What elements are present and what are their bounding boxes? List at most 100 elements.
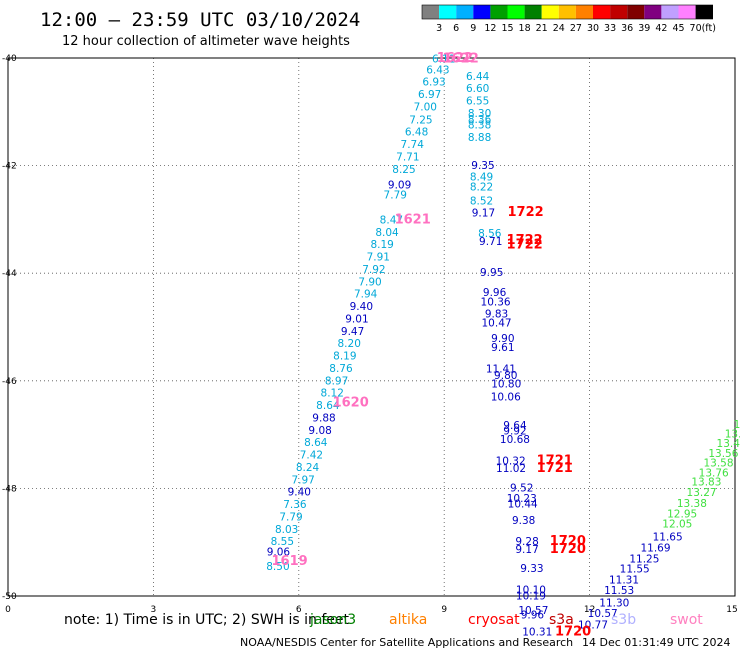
wave-height-label: 7.79 bbox=[279, 511, 302, 523]
track-time-label: 1720 bbox=[550, 542, 586, 557]
wave-height-label: 9.92 bbox=[503, 425, 526, 437]
wave-height-label: 9.96 bbox=[521, 609, 545, 621]
color-scale-tick-label: 12 bbox=[484, 23, 496, 34]
wave-height-label: 11.30 bbox=[599, 597, 629, 609]
color-swatch bbox=[661, 5, 679, 19]
satellite-legend-s3a: s3a bbox=[549, 612, 574, 628]
wave-height-label: 11.53 bbox=[604, 585, 634, 597]
color-swatch bbox=[575, 5, 593, 19]
wave-height-label: 9.09 bbox=[388, 179, 411, 191]
wave-height-label: 8.47 bbox=[380, 214, 403, 226]
wave-height-label: 8.36 bbox=[468, 114, 492, 126]
x-tick-label: 9 bbox=[441, 605, 447, 615]
wave-height-label: 7.92 bbox=[362, 264, 385, 276]
wave-height-label: 6.43 bbox=[426, 64, 449, 76]
wave-height-label: 13.58 bbox=[703, 458, 733, 470]
wave-height-label: 12.95 bbox=[667, 509, 697, 521]
x-tick-label: 3 bbox=[151, 605, 157, 615]
wave-height-label: 11.69 bbox=[640, 543, 670, 555]
wave-height-label: 8.97 bbox=[325, 375, 348, 387]
x-axis-ticks: 0 3 6 9 12 15 bbox=[5, 605, 738, 615]
wave-height-label: 1 bbox=[734, 419, 740, 431]
wave-height-label: 8.22 bbox=[470, 182, 493, 194]
wave-height-label: 8.19 bbox=[370, 239, 393, 251]
wave-height-label: 7.97 bbox=[291, 474, 314, 486]
color-swatch bbox=[610, 5, 628, 19]
wave-height-label: 6.48 bbox=[405, 127, 428, 139]
wave-height-label: 9.38 bbox=[512, 515, 535, 527]
wave-height-label: 8.55 bbox=[271, 536, 294, 548]
color-scale-tick-label: 3 bbox=[436, 23, 442, 34]
wave-height-label: 8.64 bbox=[316, 400, 340, 412]
wave-height-label: 8.76 bbox=[329, 363, 353, 375]
color-scale-tick-label: 9 bbox=[470, 23, 476, 34]
track-time-label: 1619 bbox=[271, 554, 307, 569]
track-time-label: 1722 bbox=[508, 205, 544, 220]
wave-height-label: 10.47 bbox=[482, 318, 512, 330]
wave-height-label: 9.80 bbox=[494, 370, 517, 382]
satellite-legend: jason3 altika cryosat s3a s3b swot bbox=[309, 612, 703, 628]
wave-height-label: 9.08 bbox=[308, 425, 331, 437]
wave-height-label: 9.64 bbox=[503, 420, 527, 432]
wave-height-label: 9.88 bbox=[312, 412, 335, 424]
satellite-legend-swot: swot bbox=[670, 612, 703, 628]
track-time-label: 1622 bbox=[437, 51, 473, 66]
wave-height-label: 10.68 bbox=[500, 434, 530, 446]
track-time-label: 1721 bbox=[537, 453, 573, 468]
color-swatch bbox=[422, 5, 440, 19]
wave-height-label: 7.42 bbox=[300, 450, 323, 462]
color-scale-tick-label: 30 bbox=[587, 23, 599, 34]
wave-height-label: 10.36 bbox=[481, 297, 511, 309]
wave-height-label: 7.36 bbox=[283, 499, 307, 511]
x-tick-label: 12 bbox=[584, 605, 595, 615]
chart-title: 12:00 — 23:59 UTC 03/10/2024 bbox=[40, 9, 360, 31]
grid bbox=[8, 58, 735, 596]
wave-height-label: 9.95 bbox=[480, 267, 503, 279]
color-swatch bbox=[490, 5, 508, 19]
color-scale-tick-label: 27 bbox=[570, 23, 582, 34]
color-scale-tick-label: 70 bbox=[690, 23, 702, 34]
x-tick-label: 15 bbox=[726, 605, 737, 615]
y-tick-label: -50 bbox=[2, 592, 17, 602]
wave-height-label: 6.93 bbox=[422, 77, 445, 89]
color-swatch bbox=[678, 5, 696, 19]
satellite-legend-jason3: jason3 bbox=[309, 612, 356, 628]
color-scale-tick-label: 6 bbox=[453, 23, 459, 34]
wave-height-label: 8.30 bbox=[468, 108, 491, 120]
wave-height-label: 8.38 bbox=[468, 120, 491, 132]
color-swatch bbox=[456, 5, 474, 19]
wave-height-label: 9.33 bbox=[520, 563, 543, 575]
wave-height-label: 11.65 bbox=[653, 531, 683, 543]
wave-height-label: 7.90 bbox=[358, 276, 381, 288]
wave-height-label: 8.52 bbox=[470, 196, 493, 208]
wave-height-label: 8.03 bbox=[275, 524, 298, 536]
wave-height-label: 7.25 bbox=[409, 114, 432, 126]
y-tick-label: -48 bbox=[2, 484, 17, 494]
y-tick-label: -42 bbox=[2, 162, 17, 172]
color-swatch bbox=[507, 5, 525, 19]
color-swatch bbox=[541, 5, 559, 19]
footer-credit: NOAA/NESDIS Center for Satellite Applica… bbox=[240, 636, 573, 649]
color-swatch bbox=[695, 5, 713, 19]
wave-height-label: 7.74 bbox=[401, 139, 425, 151]
wave-height-label: 13.56 bbox=[708, 448, 738, 460]
wave-height-label: 10.57 bbox=[518, 605, 548, 617]
color-scale-legend: 3 6 9 12 15 18 21 24 27 30 33 36 39 42 45 70 (ft) bbox=[421, 4, 716, 34]
satellite-legend-s3b: s3b bbox=[611, 612, 636, 628]
color-swatch bbox=[473, 5, 491, 19]
wave-height-label: 11.31 bbox=[609, 574, 639, 586]
wave-height-label: 9.40 bbox=[350, 301, 373, 313]
color-scale-tick-label: 24 bbox=[553, 23, 565, 34]
wave-height-label: 8.25 bbox=[392, 164, 415, 176]
wave-height-label: 8.04 bbox=[375, 227, 399, 239]
color-swatch bbox=[593, 5, 611, 19]
track-time-label: 1621 bbox=[395, 212, 431, 227]
footer-note: note: 1) Time is in UTC; 2) SWH is in fe… bbox=[64, 612, 350, 628]
color-scale-tick-label: 42 bbox=[655, 23, 667, 34]
chart-subtitle: 12 hour collection of altimeter wave hei… bbox=[62, 34, 350, 49]
satellite-legend-cryosat: cryosat bbox=[468, 612, 520, 628]
track-time-label: 1721 bbox=[537, 461, 573, 476]
wave-height-label: 7.79 bbox=[384, 190, 407, 202]
